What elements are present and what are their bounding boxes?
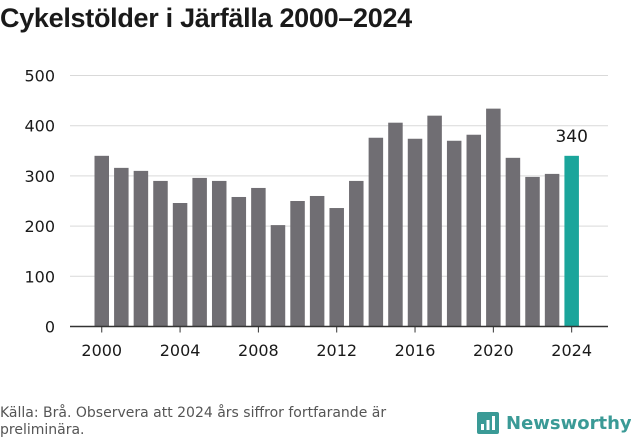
chart-title: Cykelstölder i Järfälla 2000–2024 — [0, 3, 412, 33]
y-tick-label: 0 — [45, 318, 55, 337]
bar-2015 — [388, 122, 403, 327]
bar-2003 — [153, 180, 168, 327]
bar-2024 — [564, 155, 579, 327]
x-tick-label: 2000 — [81, 341, 122, 360]
bar-2008 — [251, 187, 266, 327]
y-tick-label: 500 — [24, 67, 55, 86]
bar-2006 — [211, 180, 227, 327]
newsworthy-logo-icon — [476, 411, 500, 435]
bar-2012 — [329, 208, 344, 327]
x-tick-label: 2016 — [395, 341, 436, 360]
bar-2019 — [466, 134, 482, 327]
bar-2013 — [349, 180, 364, 327]
bar-2007 — [231, 196, 247, 327]
x-tick-label: 2008 — [238, 341, 279, 360]
bar-2002 — [133, 170, 149, 327]
bar-2004 — [172, 203, 188, 327]
y-tick-label: 400 — [24, 117, 55, 136]
y-tick-label: 100 — [24, 267, 55, 286]
bar-2021 — [505, 157, 521, 327]
bar-2009 — [270, 225, 286, 327]
data-label: 340 — [555, 127, 587, 147]
bar-2022 — [525, 176, 540, 327]
bar-2011 — [309, 195, 325, 327]
bar-2014 — [368, 137, 384, 327]
source-note: Källa: Brå. Observera att 2024 års siffr… — [0, 405, 387, 438]
bar-2000 — [94, 155, 109, 327]
bar-2005 — [192, 177, 207, 327]
bar-2017 — [427, 115, 442, 327]
x-tick-label: 2012 — [316, 341, 357, 360]
x-tick-label: 2024 — [551, 341, 592, 360]
y-tick-label: 300 — [24, 167, 55, 186]
brand-logo: Newsworthy — [476, 408, 631, 438]
x-tick-label: 2004 — [160, 341, 201, 360]
bar-2010 — [290, 201, 305, 327]
bar-2018 — [446, 140, 462, 327]
x-tick-label: 2020 — [473, 341, 514, 360]
bar-2001 — [114, 167, 129, 327]
bar-2020 — [486, 108, 501, 327]
bar-2023 — [544, 173, 560, 327]
y-tick-label: 200 — [24, 217, 55, 236]
bar-2016 — [407, 138, 423, 327]
brand-name: Newsworthy — [506, 412, 631, 434]
